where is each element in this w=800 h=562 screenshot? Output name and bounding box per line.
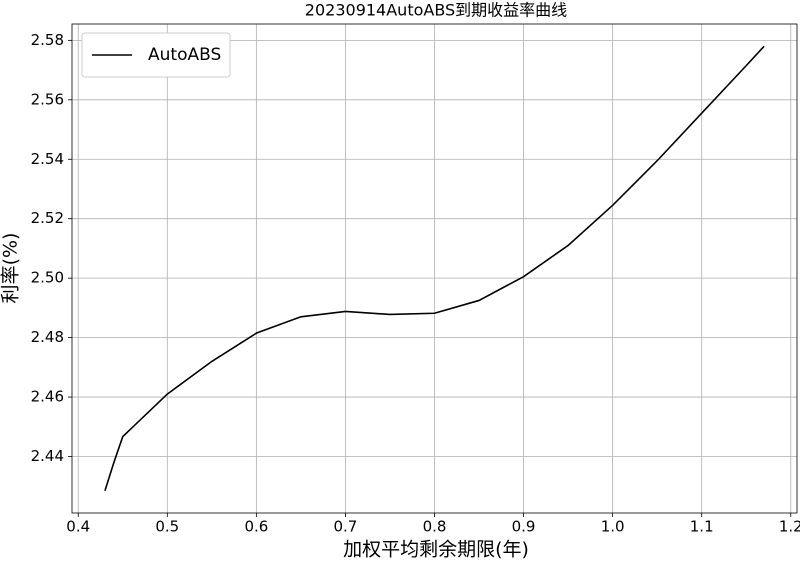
legend-label: AutoABS [148,45,221,65]
y-tick-label: 2.50 [31,269,64,287]
x-tick-label: 1.1 [690,518,714,536]
x-tick-label: 0.5 [155,518,179,536]
chart-title: 20230914AutoABS到期收益率曲线 [305,1,567,20]
x-tick-label: 0.8 [423,518,447,536]
x-tick-label: 0.6 [244,518,268,536]
x-axis-label: 加权平均剩余期限(年) [343,539,529,561]
y-tick-label: 2.56 [31,90,64,108]
y-tick-label: 2.54 [31,150,64,168]
legend: AutoABS [81,32,231,78]
y-axis-label: 利率(%) [0,233,22,304]
x-tick-label: 0.9 [512,518,536,536]
x-tick-label: 1.2 [779,518,800,536]
y-tick-label: 2.46 [31,388,64,406]
y-tick-label: 2.52 [31,209,64,227]
legend-box [81,32,231,78]
y-tick-label: 2.44 [31,447,64,465]
y-tick-label: 2.48 [31,328,64,346]
x-tick-label: 0.7 [334,518,358,536]
x-tick-label: 0.4 [66,518,90,536]
line-series [104,45,765,491]
x-tick-label: 1.0 [601,518,625,536]
y-tick-label: 2.58 [31,31,64,49]
plot-frame [71,23,798,514]
